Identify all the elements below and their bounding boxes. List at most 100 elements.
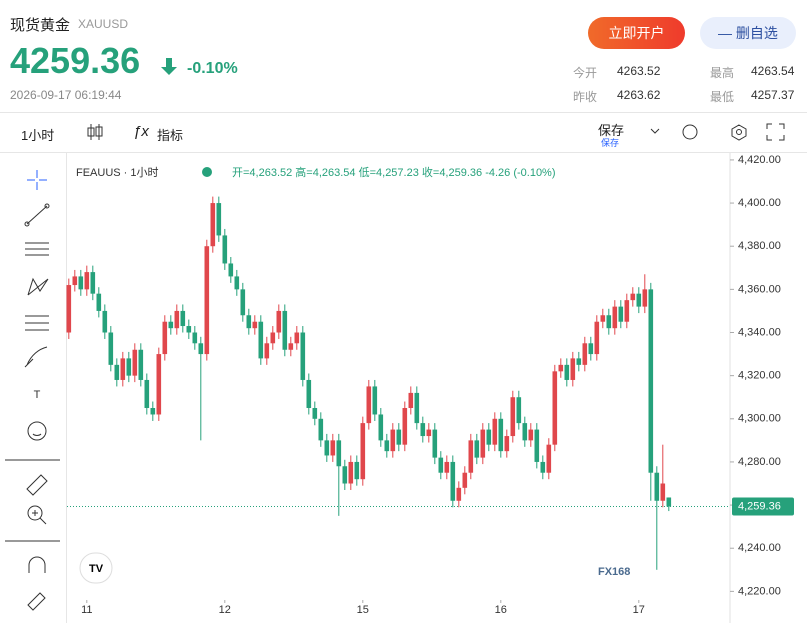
divider [0, 112, 807, 113]
toolbar-icons [650, 123, 785, 141]
candle-body [174, 310, 180, 329]
candle-body [654, 472, 660, 501]
stat-label: 今开 [573, 66, 598, 80]
candle-body [198, 343, 204, 355]
candle-body [564, 364, 570, 380]
candle-body [666, 497, 672, 507]
candle-body [444, 461, 450, 473]
tv-logo [79, 552, 113, 584]
candle-body [540, 461, 546, 473]
candle-body [630, 293, 636, 301]
candle-body [288, 343, 294, 350]
candle-body [582, 343, 588, 365]
interval-button[interactable]: 1小时 [21, 128, 55, 143]
candle-body [516, 397, 522, 424]
candle-type-button[interactable] [86, 122, 104, 142]
y-tick-label: 4,280.00 [738, 456, 781, 468]
candle-body [552, 371, 558, 445]
last-price-tag [732, 497, 794, 516]
candle-body [576, 358, 582, 365]
change: -0.10% [187, 60, 238, 77]
y-tick-label: 4,220.00 [738, 585, 781, 597]
remove-watch-button[interactable]: — 删自选 [700, 17, 796, 49]
candle-body [126, 358, 132, 376]
save-button[interactable]: 保存 [598, 123, 625, 138]
candle-body [144, 379, 150, 409]
candle-body [114, 364, 120, 380]
title: 现货黄金 [10, 17, 71, 34]
candle-body [156, 354, 162, 415]
candle-body [450, 461, 456, 501]
candle-body [216, 203, 222, 236]
candle-body [648, 289, 654, 473]
candle-body [462, 472, 468, 488]
candle-body [330, 440, 336, 456]
candle-body [372, 386, 378, 415]
y-tick-label: 4,320.00 [738, 370, 781, 382]
candle-body [258, 321, 264, 359]
candle-body [366, 386, 372, 424]
candle-body [600, 315, 606, 322]
stat-value: 4263.52 [617, 64, 661, 78]
status-dot [202, 167, 212, 177]
candle-body [228, 263, 234, 277]
candle-body [498, 418, 504, 452]
candle-body [426, 429, 432, 437]
candle-body [642, 289, 648, 307]
down-arrow [161, 58, 177, 75]
candle-body [402, 408, 408, 445]
y-tick-label: 4,420.00 [738, 154, 781, 166]
candle-body [624, 300, 630, 322]
candle-body [558, 364, 564, 372]
candle-body [570, 358, 576, 380]
candle-body [192, 332, 198, 344]
candle-body [312, 408, 318, 419]
y-tick-label: 4,380.00 [738, 240, 781, 252]
candle-body [300, 332, 306, 380]
candle-body [432, 429, 438, 458]
candle-body [492, 418, 498, 445]
x-tick-label: 15 [357, 604, 369, 616]
candle-body [360, 423, 366, 480]
candle-body [474, 440, 480, 458]
candle-body [390, 429, 396, 452]
candle-body [336, 440, 342, 467]
candle-body [636, 293, 642, 307]
candle-body [78, 276, 84, 290]
price: 4259.36 [10, 40, 141, 81]
candle-body [120, 358, 126, 380]
candle-body [504, 436, 510, 452]
candle-body [408, 392, 414, 409]
candle-body [354, 461, 360, 480]
candle-body [138, 349, 144, 380]
candle-body [210, 203, 216, 247]
ohlc-legend: 开=4,263.52 高=4,263.54 低=4,257.23 收=4,259… [232, 165, 556, 179]
open-account-button[interactable]: 立即开户 [588, 17, 685, 49]
symbol: XAUUSD [78, 17, 129, 31]
candle-body [240, 289, 246, 316]
candle-body [456, 487, 462, 501]
candle-body [246, 315, 252, 329]
y-tick-label: 4,240.00 [738, 542, 781, 554]
candle-body [168, 321, 174, 329]
drawing-toolbar: T [5, 170, 60, 611]
save-sub: 保存 [601, 138, 620, 148]
candle-body [264, 343, 270, 359]
candle-body [420, 423, 426, 437]
svg-text:T: T [34, 389, 41, 401]
candle-body [660, 483, 666, 501]
fx-icon: ƒx [133, 123, 149, 140]
indicators-button[interactable]: 指标 [157, 128, 184, 143]
candle-body [72, 276, 78, 286]
candle-body [342, 466, 348, 484]
stat-value: 4263.62 [617, 88, 661, 102]
stat-value: 4257.37 [751, 88, 795, 102]
last-price-label: 4,259.36 [738, 500, 781, 512]
y-tick-label: 4,340.00 [738, 326, 781, 338]
candle-body [252, 321, 258, 329]
candle-body [132, 349, 138, 376]
candle-body [468, 440, 474, 473]
candle-body [546, 444, 552, 473]
